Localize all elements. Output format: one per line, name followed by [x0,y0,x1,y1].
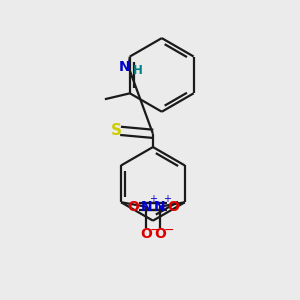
Text: +: + [149,194,158,204]
Text: O: O [154,227,166,242]
Text: −: − [164,224,174,237]
Text: O: O [127,200,139,214]
Text: O: O [167,200,179,214]
Text: S: S [111,123,122,138]
Text: N: N [140,200,152,214]
Text: O: O [140,227,152,242]
Text: −: − [150,224,160,237]
Text: +: + [163,194,171,204]
Text: N: N [119,60,131,74]
Text: H: H [133,64,143,77]
Text: N: N [154,200,166,214]
